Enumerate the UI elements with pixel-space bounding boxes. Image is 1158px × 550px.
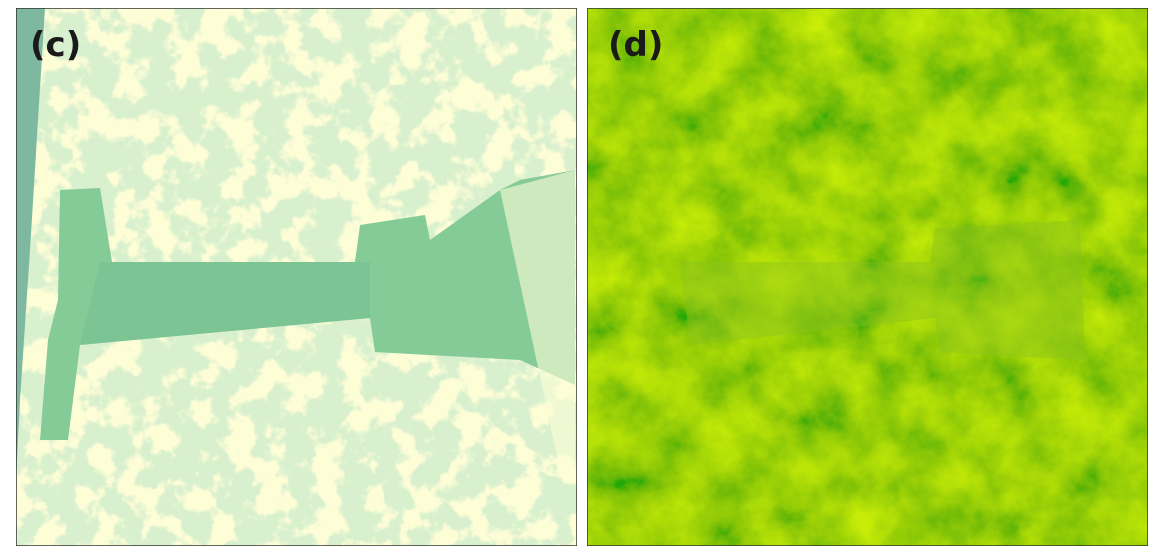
panel-label: (d) <box>608 25 663 65</box>
panel-d: (d) <box>587 8 1148 546</box>
panel-c: (c) <box>16 8 577 546</box>
figure: (c) (d) <box>0 0 1158 546</box>
panel-label: (c) <box>30 25 81 65</box>
page: (c) (d) (() => { const data = JSON.parse… <box>0 0 1158 546</box>
